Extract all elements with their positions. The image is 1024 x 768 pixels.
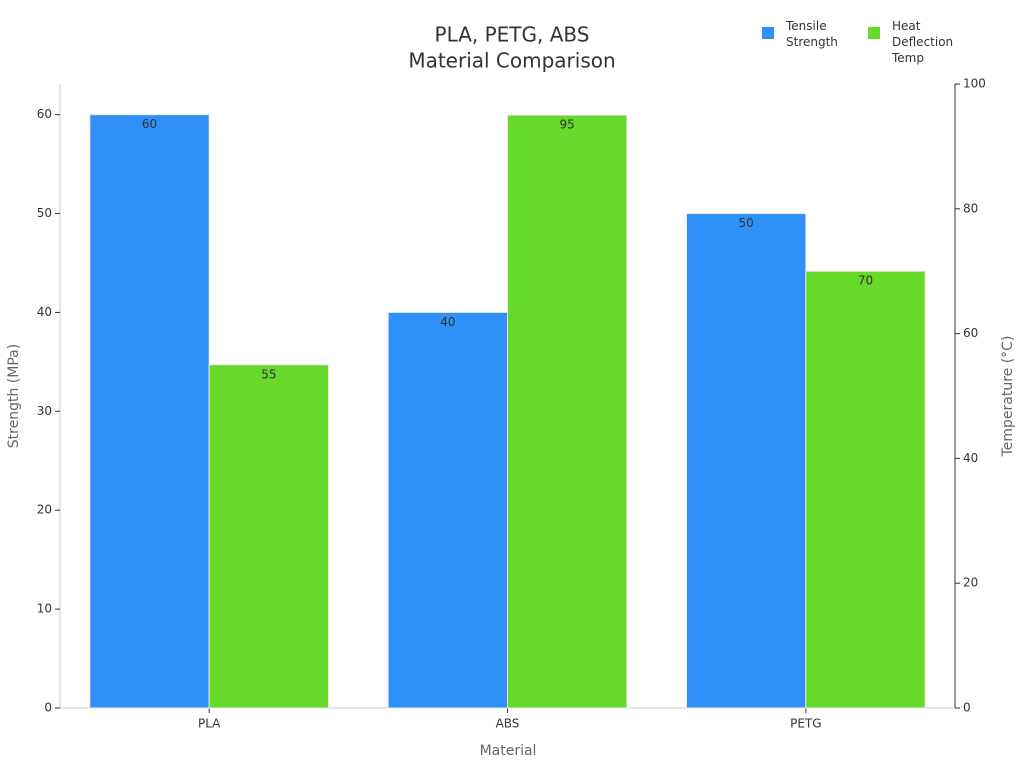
legend-item: Heat Deflection Temp [868, 18, 954, 66]
legend-swatch [868, 27, 880, 39]
x-tick-label: PLA [198, 717, 221, 731]
y2-tick-label: 80 [963, 201, 978, 215]
data-label: 55 [261, 367, 276, 381]
y-tick-label: 30 [37, 404, 52, 418]
legend-label: Tensile Strength [786, 19, 838, 49]
bar [89, 114, 210, 709]
data-label: 70 [858, 274, 873, 288]
x-tick-label: ABS [496, 717, 520, 731]
y-tick-label: 40 [37, 305, 52, 319]
chart-subtitle: Material Comparison [408, 49, 615, 73]
data-label: 60 [142, 117, 157, 131]
y2-axis-label: Temperature (°C) [1000, 336, 1016, 458]
y-tick-label: 60 [37, 107, 52, 121]
y2-tick-label: 100 [963, 77, 986, 91]
legend-swatch [762, 27, 774, 39]
y-tick-label: 10 [37, 602, 52, 616]
chart-title: PLA, PETG, ABS [435, 23, 590, 47]
data-label: 50 [739, 216, 754, 230]
y-tick-label: 50 [37, 206, 52, 220]
y2-tick-label: 40 [963, 451, 978, 465]
x-tick-label: PETG [790, 717, 821, 731]
x-axis-label: Material [480, 743, 537, 759]
y2-tick-label: 0 [963, 701, 971, 715]
y2-tick-label: 20 [963, 576, 978, 590]
legend-item: Tensile Strength [762, 18, 848, 66]
bar [686, 213, 807, 709]
y2-tick-label: 60 [963, 326, 978, 340]
bar [805, 270, 926, 709]
y-axis-label: Strength (MPa) [6, 344, 22, 448]
y-tick-label: 20 [37, 503, 52, 517]
data-label: 95 [560, 118, 575, 132]
bar [507, 114, 628, 709]
legend-label: Heat Deflection Temp [892, 19, 954, 65]
legend: Tensile Strength Heat Deflection Temp [762, 18, 954, 66]
bar [208, 364, 330, 709]
bar [387, 311, 508, 709]
data-label: 40 [440, 315, 455, 329]
y-tick-label: 0 [44, 701, 52, 715]
